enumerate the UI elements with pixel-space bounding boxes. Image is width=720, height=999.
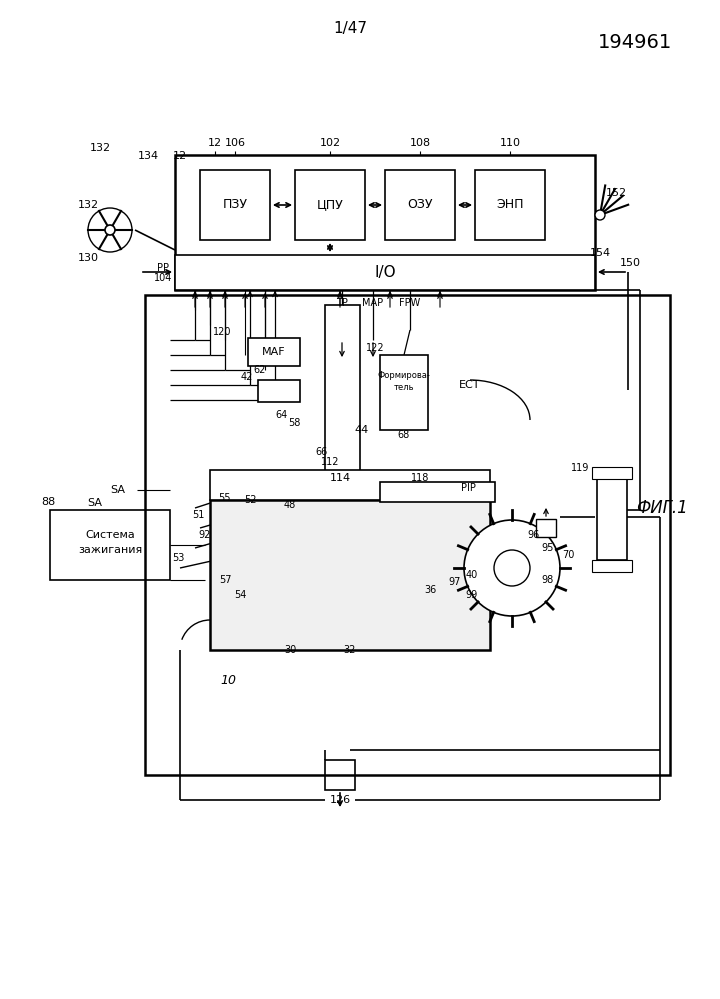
Text: ФИГ.1: ФИГ.1 — [636, 499, 688, 517]
Text: 122: 122 — [366, 343, 384, 353]
Text: 64: 64 — [275, 410, 287, 420]
Text: 134: 134 — [138, 151, 158, 161]
Text: ОЗУ: ОЗУ — [408, 199, 433, 212]
Bar — [385, 170, 455, 240]
Text: 102: 102 — [320, 138, 341, 148]
Text: 110: 110 — [500, 138, 521, 148]
Text: 194961: 194961 — [598, 33, 672, 52]
Text: 126: 126 — [330, 795, 351, 805]
Text: MAP: MAP — [362, 298, 384, 308]
Text: ECT: ECT — [459, 380, 481, 390]
Text: 114: 114 — [330, 473, 351, 483]
Text: MAF: MAF — [262, 347, 286, 357]
Text: 66: 66 — [316, 447, 328, 457]
Text: FPW: FPW — [400, 298, 420, 308]
Bar — [210, 470, 490, 500]
Text: 57: 57 — [219, 575, 231, 585]
Bar — [200, 170, 270, 240]
Text: зажигания: зажигания — [78, 545, 142, 555]
Text: 95: 95 — [542, 543, 554, 553]
Bar — [145, 295, 670, 775]
Bar — [592, 560, 632, 572]
Text: 42: 42 — [240, 372, 253, 382]
Text: 62: 62 — [254, 365, 266, 375]
Text: 54: 54 — [234, 590, 246, 600]
Text: 48: 48 — [284, 500, 296, 510]
Bar — [210, 500, 490, 650]
Text: 53: 53 — [172, 553, 184, 563]
Circle shape — [464, 520, 560, 616]
Text: 30: 30 — [284, 645, 296, 655]
Text: 108: 108 — [410, 138, 431, 148]
Text: тель: тель — [394, 384, 414, 393]
Text: 99: 99 — [466, 590, 478, 600]
Text: 98: 98 — [542, 575, 554, 585]
Text: PIP: PIP — [461, 483, 475, 493]
Text: I/O: I/O — [374, 265, 396, 280]
Text: SA: SA — [110, 485, 125, 495]
Text: TP: TP — [336, 298, 348, 308]
Text: 119: 119 — [571, 463, 589, 473]
Bar — [295, 170, 365, 240]
Bar — [380, 482, 495, 502]
Text: 32: 32 — [344, 645, 356, 655]
Text: 92: 92 — [199, 530, 211, 540]
Text: 132: 132 — [78, 200, 99, 210]
Bar — [380, 355, 428, 430]
Text: 55: 55 — [217, 493, 230, 503]
Bar — [258, 380, 300, 402]
Text: 154: 154 — [590, 248, 611, 258]
Text: 40: 40 — [466, 570, 478, 580]
Text: 118: 118 — [411, 473, 429, 483]
Text: Система: Система — [85, 530, 135, 540]
Text: 106: 106 — [225, 138, 246, 148]
Bar — [597, 475, 627, 560]
Text: 12: 12 — [173, 151, 187, 161]
Text: Формирова-: Формирова- — [377, 371, 431, 380]
Text: SA: SA — [88, 498, 102, 508]
Text: 68: 68 — [398, 430, 410, 440]
Text: 150: 150 — [619, 258, 641, 268]
Text: 152: 152 — [606, 188, 626, 198]
Circle shape — [494, 550, 530, 586]
Text: ЭНП: ЭНП — [496, 199, 523, 212]
Text: 112: 112 — [320, 457, 339, 467]
Bar — [50, 510, 170, 580]
Text: 70: 70 — [562, 550, 574, 560]
Text: 1/47: 1/47 — [333, 21, 367, 36]
Text: 96: 96 — [527, 530, 539, 540]
Text: РР: РР — [157, 263, 169, 273]
Text: 88: 88 — [41, 497, 55, 507]
Text: 130: 130 — [78, 253, 99, 263]
Bar — [248, 338, 300, 366]
Bar — [325, 305, 360, 505]
Text: 104: 104 — [154, 273, 172, 283]
Text: 52: 52 — [244, 495, 256, 505]
Circle shape — [595, 210, 605, 220]
Text: 132: 132 — [89, 143, 111, 153]
Text: 97: 97 — [449, 577, 462, 587]
Bar — [592, 467, 632, 479]
Bar — [475, 170, 545, 240]
Text: 58: 58 — [288, 418, 300, 428]
Text: 36: 36 — [424, 585, 436, 595]
Text: 51: 51 — [192, 510, 204, 520]
Bar — [536, 519, 556, 537]
Bar — [325, 760, 355, 790]
Text: ЦПУ: ЦПУ — [317, 199, 343, 212]
Circle shape — [105, 225, 115, 235]
Text: 44: 44 — [355, 425, 369, 435]
Text: 120: 120 — [212, 327, 231, 337]
Text: 12: 12 — [208, 138, 222, 148]
Bar — [175, 155, 595, 290]
Text: 10: 10 — [220, 673, 236, 686]
Bar — [175, 255, 595, 290]
Text: ПЗУ: ПЗУ — [222, 199, 248, 212]
